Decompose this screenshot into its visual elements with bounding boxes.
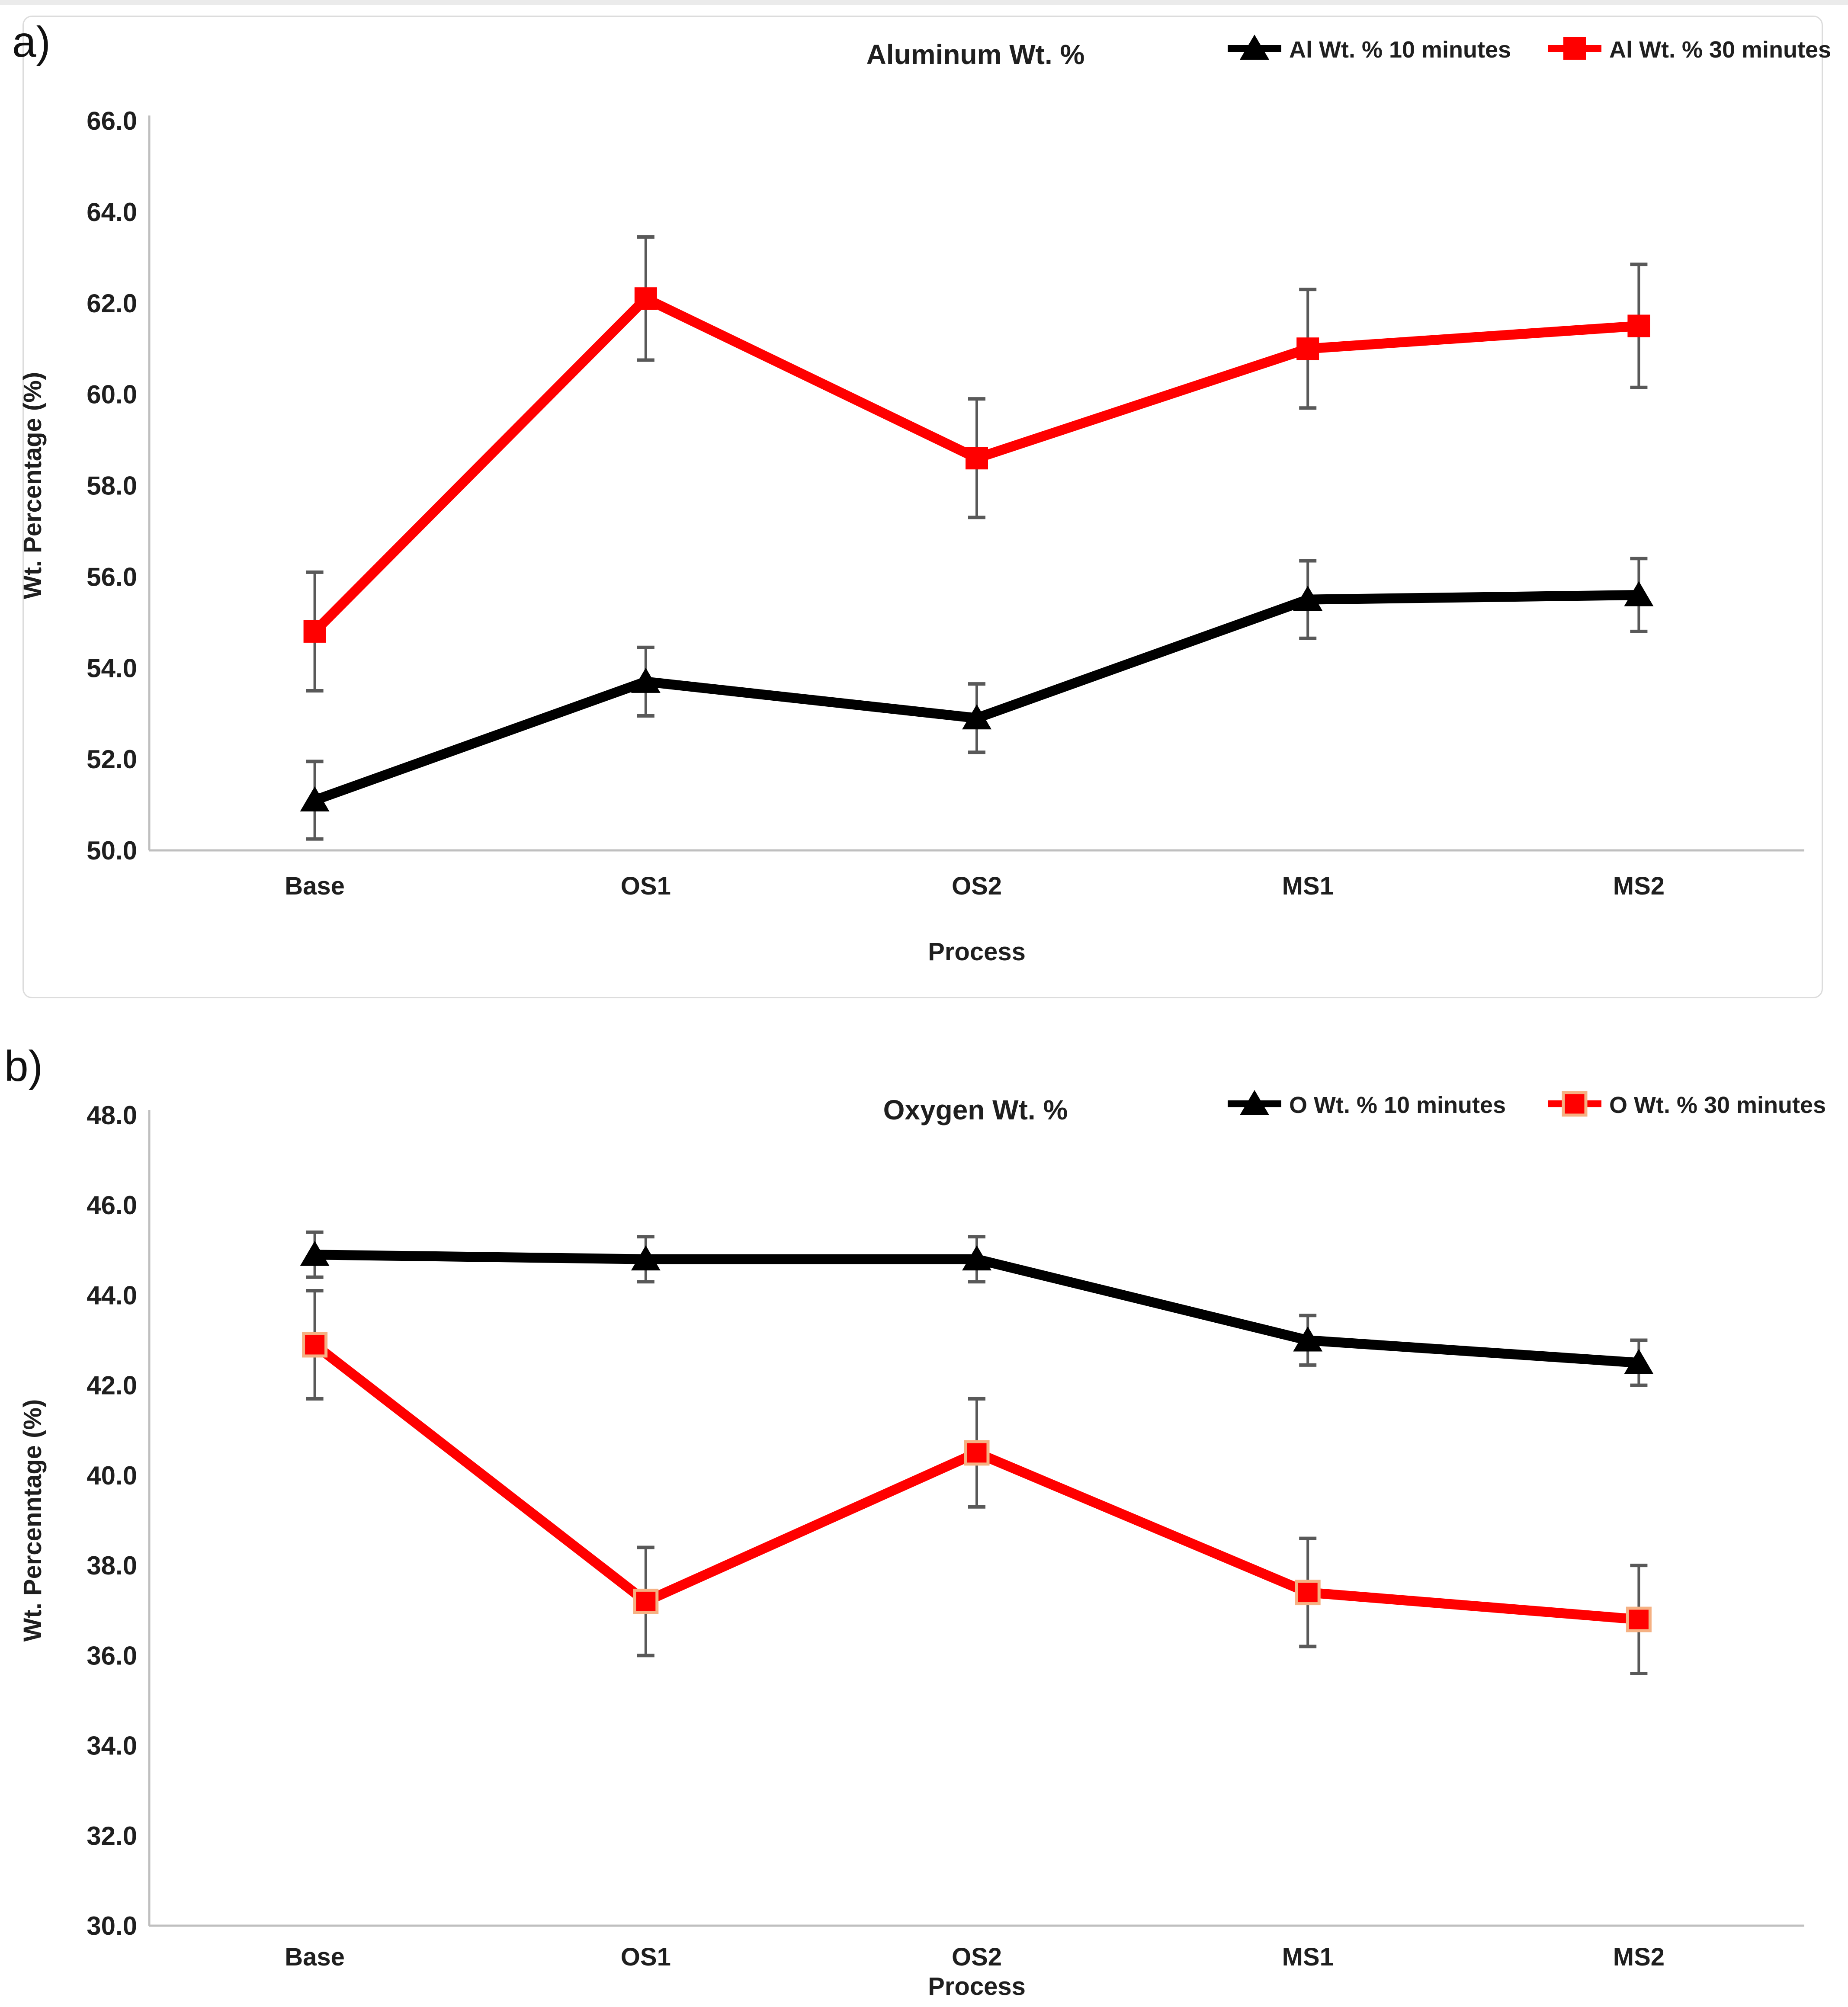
panel-b-letter: b) [4,1042,43,1090]
data-point-marker [634,287,657,310]
x-tick-label: Base [285,872,345,900]
panel-a-frame [22,16,1823,998]
legend-label: Al Wt. % 10 minutes [1289,37,1511,63]
data-point-marker [631,1245,661,1271]
data-point-marker [300,786,330,812]
y-tick-label: 40.0 [87,1461,137,1490]
y-tick-label: 58.0 [87,471,137,500]
data-point-marker [302,1332,328,1358]
chart-title: Oxygen Wt. % [883,1094,1068,1125]
data-point-marker [1295,1580,1321,1606]
y-tick-label: 50.0 [87,836,137,865]
legend-label: O Wt. % 30 minutes [1609,1092,1826,1118]
legend-triangle-marker-icon [1240,1090,1269,1115]
data-point-marker [1293,1326,1323,1352]
y-tick-label: 46.0 [87,1191,137,1220]
y-tick-label: 52.0 [87,745,137,774]
data-point-marker [962,1245,991,1271]
y-tick-label: 64.0 [87,198,137,227]
data-point-marker [1626,1606,1652,1632]
y-tick-label: 32.0 [87,1821,137,1850]
data-point-marker [1293,586,1323,611]
screenshot-top-edge [0,0,1848,5]
data-point-marker [303,620,326,643]
y-tick-label: 62.0 [87,289,137,318]
x-tick-label: MS1 [1282,872,1334,900]
data-point-marker [964,1440,990,1466]
x-tick-label: OS2 [952,872,1002,900]
x-axis-title: Process [928,1972,1026,2001]
legend-triangle-marker-icon [1240,35,1269,60]
y-tick-label: 34.0 [87,1731,137,1760]
x-tick-label: OS1 [621,872,671,900]
data-point-marker [633,1588,659,1614]
y-tick-label: 54.0 [87,654,137,683]
x-tick-label: OS2 [952,1943,1002,1971]
panel-a-letter: a) [12,18,51,66]
chart-title: Aluminum Wt. % [866,39,1085,70]
x-axis-title: Process [928,938,1026,966]
y-tick-label: 44.0 [87,1281,137,1310]
data-point-marker [631,667,661,693]
legend-square-marker-icon [1562,1091,1588,1117]
y-axis-title: Wt. Percentage (%) [19,372,47,599]
y-tick-label: 56.0 [87,562,137,591]
data-point-marker [1624,1349,1654,1374]
oxygen-wt-chart: Oxygen Wt. % O Wt. % 10 minutes O Wt. % 30… [19,1090,1826,2001]
data-point-marker [1296,337,1319,360]
legend-square-marker-icon [1563,37,1586,60]
y-tick-label: 42.0 [87,1371,137,1400]
y-tick-label: 60.0 [87,380,137,409]
legend-label: O Wt. % 10 minutes [1289,1092,1506,1118]
x-tick-label: Base [285,1943,345,1971]
legend-label: Al Wt. % 30 minutes [1609,37,1831,63]
y-tick-label: 38.0 [87,1551,137,1580]
data-point-marker [962,704,991,730]
aluminum-wt-chart: Aluminum Wt. % Al Wt. % 10 minutes Al Wt. … [19,35,1831,966]
y-tick-label: 66.0 [87,106,137,135]
data-point-marker [966,447,988,470]
y-tick-label: 48.0 [87,1101,137,1130]
x-tick-label: MS2 [1613,1943,1665,1971]
y-axis-title: Wt. Percenntage (%) [19,1399,47,1642]
x-tick-label: MS2 [1613,872,1665,900]
x-tick-label: MS1 [1282,1943,1334,1971]
x-tick-label: OS1 [621,1943,671,1971]
y-tick-label: 36.0 [87,1641,137,1670]
data-point-marker [1627,314,1650,337]
data-point-marker [300,1241,330,1266]
data-point-marker [1624,581,1654,606]
y-tick-label: 30.0 [87,1911,137,1940]
